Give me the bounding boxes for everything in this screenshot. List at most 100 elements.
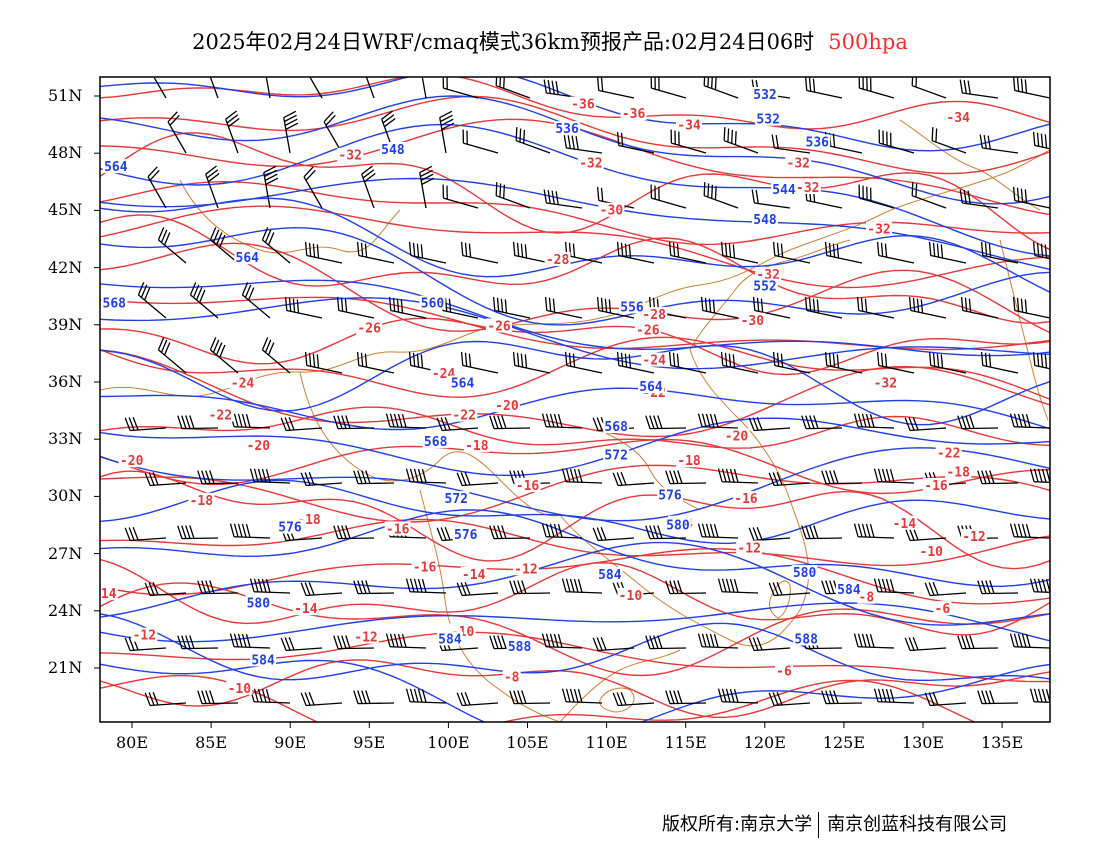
wind-barb <box>144 692 187 707</box>
wind-barb <box>1009 413 1050 429</box>
wind-barb <box>697 413 739 429</box>
wind-barb <box>928 351 967 374</box>
temperature-contour-label: -34 <box>945 109 972 126</box>
wind-barb <box>356 241 395 264</box>
wind-barb <box>509 690 551 705</box>
svg-text:-18: -18 <box>677 454 701 469</box>
wind-barb <box>543 189 583 209</box>
temperature-contour <box>100 582 1050 677</box>
temperature-contour-label: -32 <box>337 147 364 164</box>
wind-barb <box>596 296 635 319</box>
wind-barb <box>668 241 707 264</box>
svg-text:588: 588 <box>794 632 818 647</box>
svg-text:-32: -32 <box>874 376 897 391</box>
temperature-contour-label: -12 <box>131 627 158 644</box>
temperature-contour-label: -14 <box>292 601 319 617</box>
lat-label: 51N <box>48 86 83 105</box>
temperature-contour-label: -24 <box>229 375 256 391</box>
svg-text:-22: -22 <box>209 409 232 424</box>
wind-barb <box>703 182 739 209</box>
temperature-contour <box>100 205 1050 289</box>
wind-barb <box>456 472 499 487</box>
lon-label: 110E <box>585 733 628 752</box>
wind-barb <box>723 127 759 154</box>
temperature-contour <box>100 317 1050 376</box>
wind-barb <box>408 241 447 264</box>
height-contour-label: 544 <box>771 181 797 198</box>
temperature-contour <box>100 631 1050 683</box>
wind-barb <box>541 523 583 539</box>
height-contour-label: 588 <box>506 639 533 655</box>
wind-barb <box>616 351 655 374</box>
temperature-contour-label: -22 <box>207 407 234 424</box>
map-frame <box>99 76 1051 723</box>
svg-text:580: 580 <box>666 519 690 534</box>
svg-text:548: 548 <box>381 143 405 158</box>
wind-barb <box>977 690 1019 705</box>
wind-barb <box>512 351 551 374</box>
temperature-contour <box>100 438 1050 495</box>
svg-text:-26: -26 <box>636 323 660 338</box>
svg-text:-24: -24 <box>432 367 456 382</box>
wind-barb <box>904 637 947 652</box>
wind-barb <box>668 351 707 374</box>
wind-barb <box>205 77 219 99</box>
boundary-line <box>599 429 701 511</box>
wind-barb <box>489 525 531 540</box>
svg-text:-6: -6 <box>776 665 792 680</box>
temperature-contour-label: -10 <box>918 544 945 560</box>
wind-barb <box>592 527 635 542</box>
wind-barb <box>979 134 1019 154</box>
temperature-contour-label: -32 <box>866 221 892 238</box>
temperature-contour-label: -32 <box>794 179 821 196</box>
wind-barb <box>304 351 343 374</box>
wind-barb <box>300 692 343 707</box>
svg-text:-30: -30 <box>741 314 765 329</box>
lat-label: 45N <box>48 200 83 220</box>
wind-barb <box>804 296 843 319</box>
wind-barb <box>280 417 323 432</box>
title-level: 500hpa <box>828 30 908 54</box>
height-contour-label: 576 <box>277 519 303 536</box>
wind-barb <box>209 227 239 264</box>
wind-barb <box>561 468 603 484</box>
wind-barb <box>720 351 759 374</box>
svg-text:-10: -10 <box>228 682 252 697</box>
wind-barbs <box>124 77 1050 707</box>
temperature-contour <box>100 406 1050 449</box>
axis-ticks <box>94 95 1003 728</box>
temperature-contours <box>100 77 1050 722</box>
height-contour-label: 576 <box>657 487 683 503</box>
temperature-contour <box>100 242 1050 334</box>
wind-barb <box>616 131 655 154</box>
wind-barb <box>436 417 479 432</box>
wind-barb <box>442 184 479 209</box>
wind-barb <box>697 633 739 649</box>
temperature-contour-label: -20 <box>493 398 520 414</box>
wind-barb <box>878 129 915 154</box>
wind-barb <box>960 296 999 319</box>
height-contour <box>100 279 1050 357</box>
svg-text:-12: -12 <box>514 562 537 577</box>
wind-barb <box>456 692 499 707</box>
svg-text:-32: -32 <box>579 156 602 171</box>
wind-barb <box>563 134 603 154</box>
wind-barb <box>225 110 240 154</box>
wind-barb <box>924 692 967 707</box>
wind-barb <box>263 77 271 99</box>
height-contour <box>100 602 1050 643</box>
svg-text:564: 564 <box>236 251 260 266</box>
wind-barb <box>596 77 635 99</box>
wind-barb <box>137 282 167 319</box>
wind-barb <box>229 523 271 539</box>
wind-barb <box>385 633 427 649</box>
svg-text:532: 532 <box>753 88 776 103</box>
temperature-contour-label: -36 <box>620 105 647 122</box>
height-contour <box>100 387 1050 431</box>
wind-barb <box>748 527 791 542</box>
temperature-contour-label: -16 <box>384 521 411 537</box>
contour-labels: -36-36-34-34-32-32 -32-32-32-30-28-32-28-… <box>100 87 987 697</box>
wind-barb <box>697 523 739 539</box>
wind-barb <box>353 470 395 485</box>
lat-label: 36N <box>48 372 83 391</box>
